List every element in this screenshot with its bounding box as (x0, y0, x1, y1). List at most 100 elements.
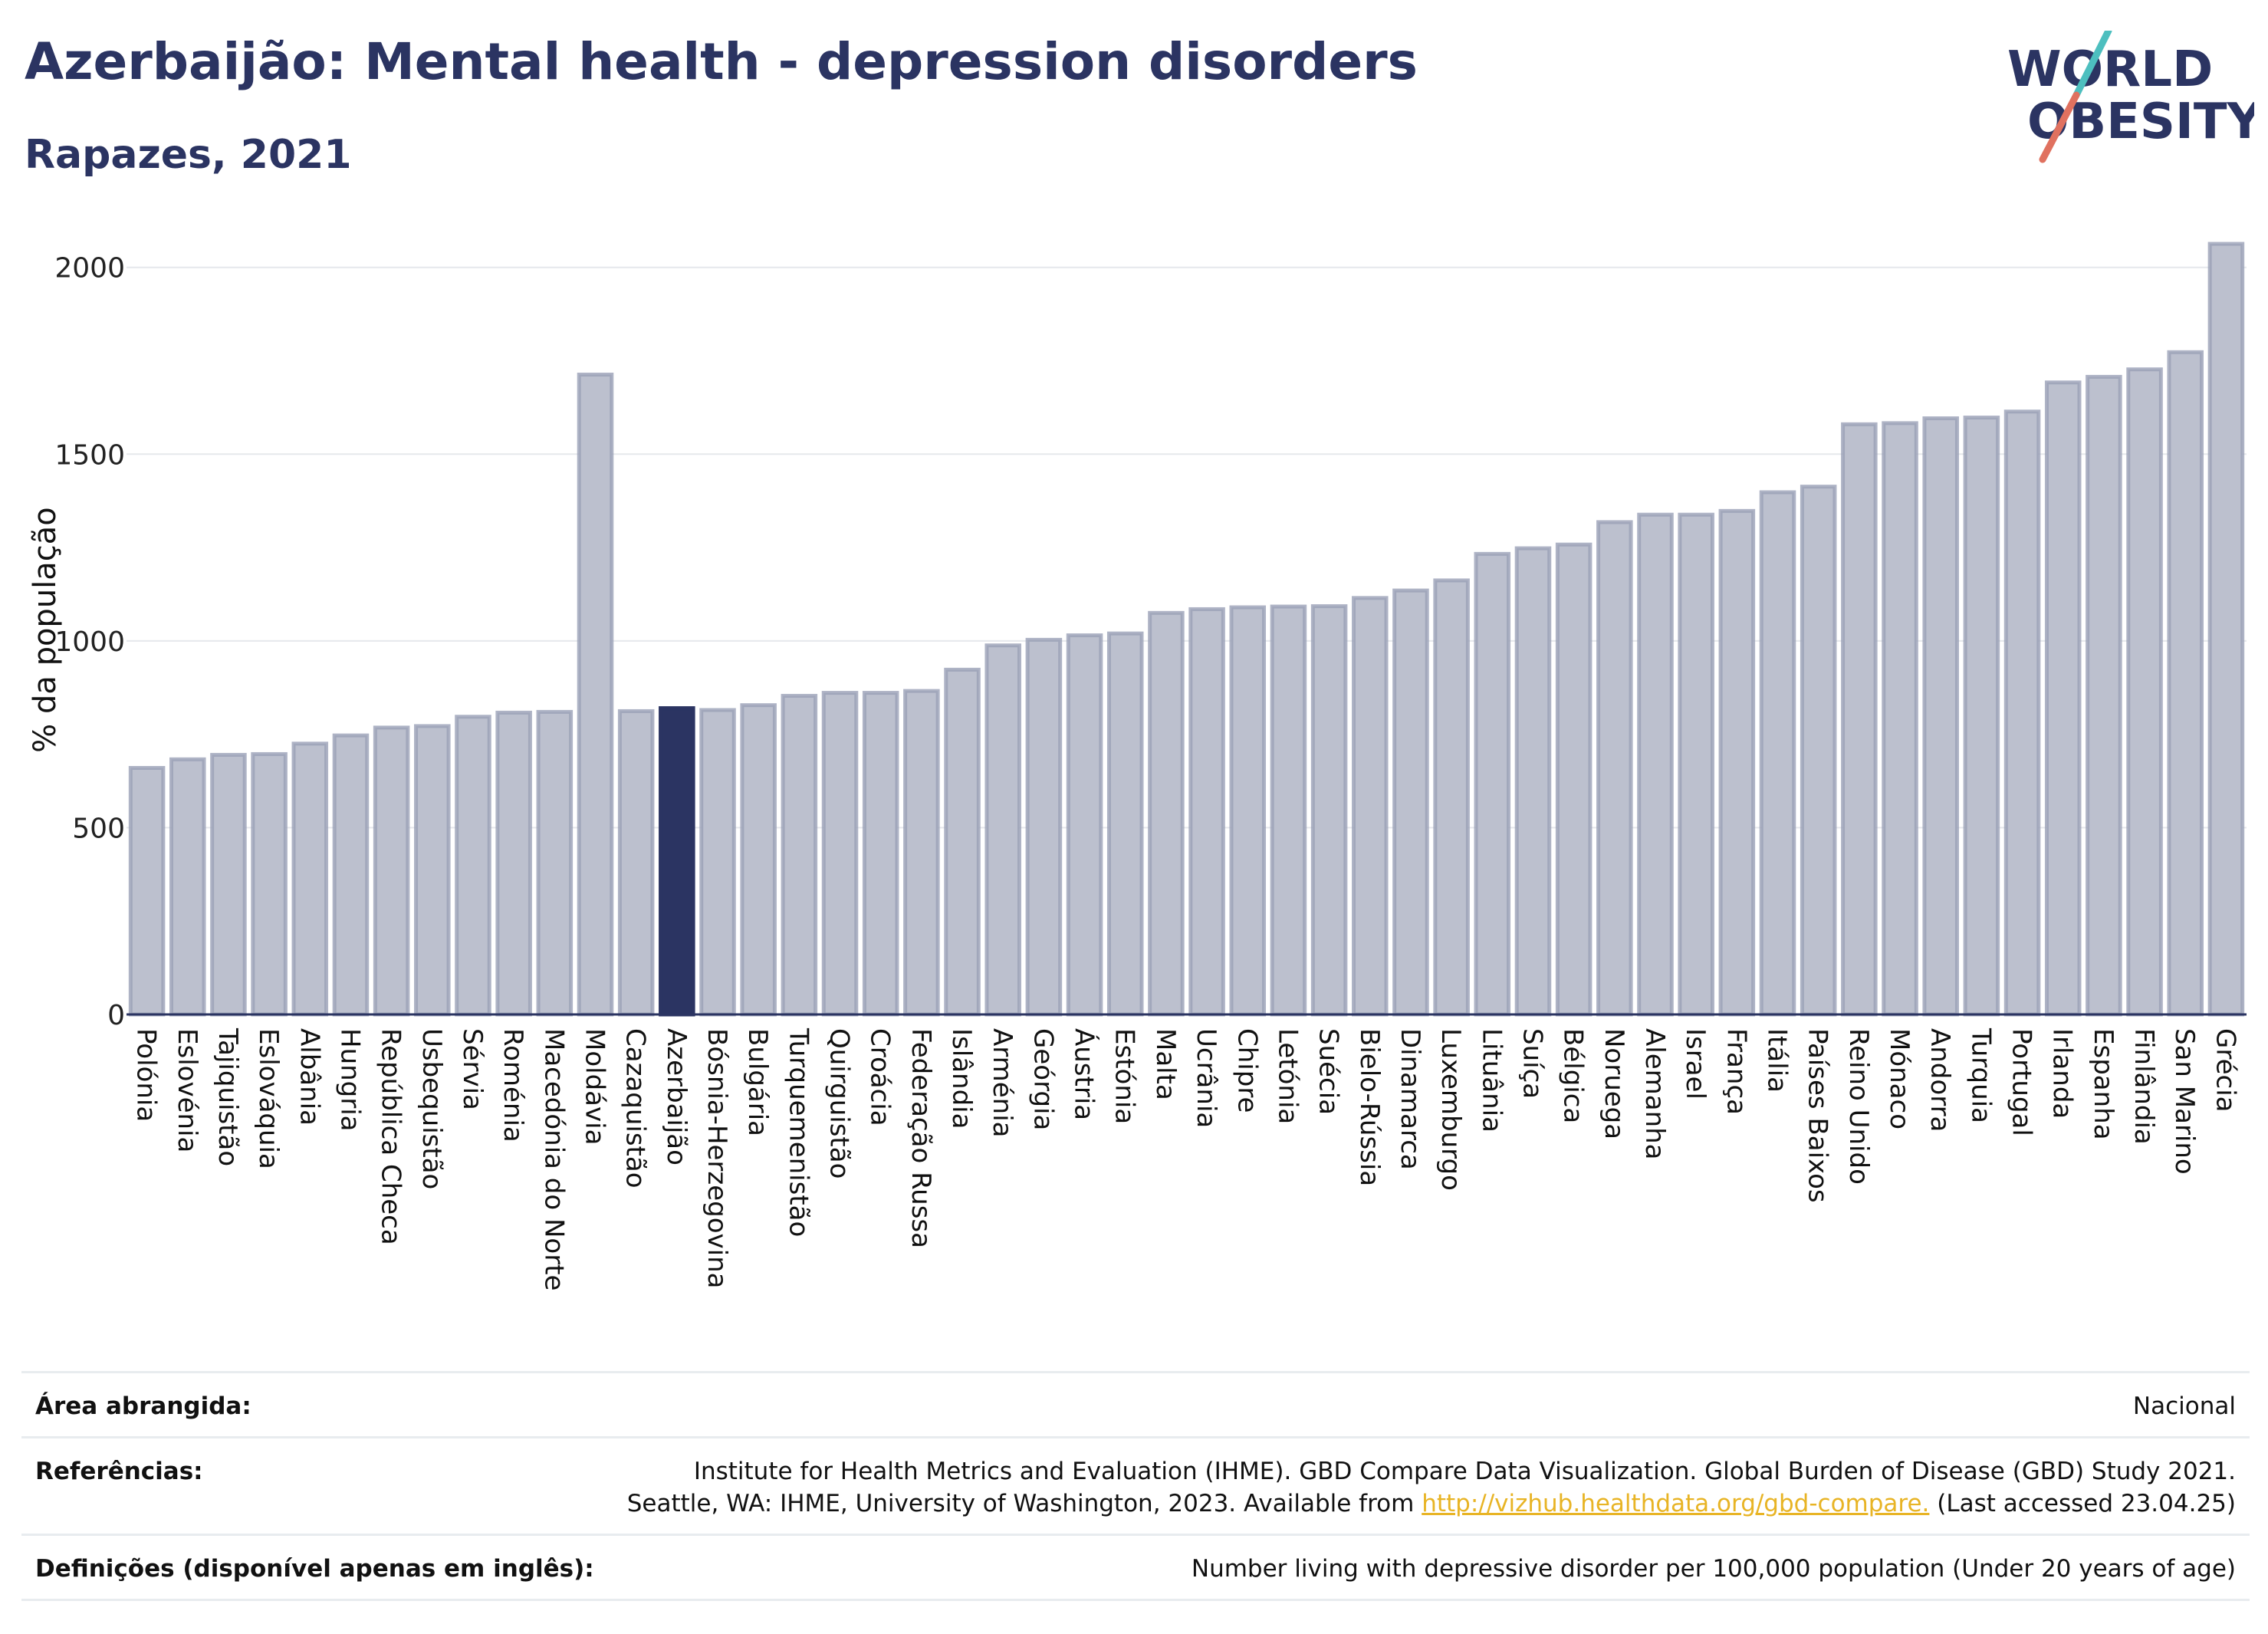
x-tick-label: Portugal (2007, 1028, 2037, 1136)
bar-9 (455, 715, 491, 1017)
x-tick-label: Suíça (1517, 1028, 1547, 1099)
x-tick-label: Luxemburgo (1435, 1028, 1466, 1191)
bar-47 (2003, 409, 2041, 1017)
x-tick-label: Países Baixos (1803, 1028, 1833, 1203)
bar-26 (1148, 610, 1185, 1017)
x-tick-label: Finlândia (2128, 1028, 2159, 1145)
bar-23 (1025, 637, 1063, 1017)
x-tick-label: Noruega (1599, 1028, 1629, 1139)
bar-27 (1188, 607, 1225, 1017)
bar-30 (1310, 604, 1348, 1017)
y-tick-label: 2000 (54, 253, 125, 284)
definitions-value: Number living with depressive disorder p… (1191, 1555, 2236, 1583)
x-tick-label: Bielo-Rússia (1354, 1028, 1385, 1186)
footer-definitions-row: Definições (disponível apenas em inglês)… (21, 1534, 2250, 1601)
bar-6 (332, 733, 370, 1017)
x-tick-label: Geórgia (1027, 1028, 1058, 1130)
bar-41 (1759, 490, 1796, 1017)
y-tick-label: 500 (72, 813, 125, 844)
definitions-label: Definições (disponível apenas em inglês)… (35, 1555, 594, 1583)
y-axis-label: % da população (28, 507, 63, 753)
x-tick-label: Federação Russa (906, 1028, 936, 1248)
x-tick-label: Roménia (498, 1028, 528, 1142)
references-link[interactable]: http://vizhub.healthdata.org/gbd-compare… (1422, 1490, 1930, 1517)
bar-31 (1352, 596, 1389, 1017)
bar-11 (536, 709, 574, 1017)
bar-15 (699, 708, 736, 1017)
bar-5 (291, 741, 329, 1017)
x-tick-label: Ucrânia (1191, 1028, 1221, 1128)
x-tick-label: Irlanda (2047, 1028, 2078, 1119)
x-tick-label: Malta (1150, 1028, 1181, 1100)
x-tick-label: Cazaquistão (620, 1028, 651, 1189)
references-value: Institute for Health Metrics and Evaluat… (627, 1455, 2236, 1520)
bar-7 (373, 725, 410, 1017)
x-tick-label: Moldávia (579, 1028, 610, 1145)
x-tick-label: Albânia (294, 1028, 324, 1126)
x-tick-label: Suécia (1313, 1028, 1344, 1115)
bar-16 (740, 703, 777, 1017)
logo-line-1: WORLD (2007, 41, 2213, 98)
x-tick-label: Eslováquia (253, 1028, 284, 1169)
bar-24 (1066, 633, 1103, 1017)
bar-20 (903, 689, 940, 1017)
bar-3 (210, 752, 247, 1017)
footer-references-row: Referências: Institute for Health Metric… (21, 1436, 2250, 1534)
references-accessed: (Last accessed 23.04.25) (1929, 1490, 2236, 1517)
bar-25 (1106, 631, 1144, 1017)
bar-17 (781, 693, 818, 1017)
references-line-1: Institute for Health Metrics and Evaluat… (693, 1458, 2236, 1485)
x-tick-label: Grécia (2210, 1028, 2240, 1112)
x-tick-label: Letónia (1272, 1028, 1303, 1124)
chart-footer: Área abrangida: Nacional Referências: In… (21, 1371, 2250, 1601)
bar-40 (1718, 508, 1756, 1017)
footer-area-row: Área abrangida: Nacional (21, 1371, 2250, 1436)
bar-18 (821, 691, 859, 1017)
references-line-2: Seattle, WA: IHME, University of Washing… (626, 1490, 1422, 1517)
chart-subtitle: Rapazes, 2021 (25, 132, 352, 178)
x-tick-label: Bulgária (742, 1028, 773, 1136)
bar-4 (251, 751, 288, 1017)
x-tick-label: Mónaco (1884, 1028, 1915, 1129)
area-value: Nacional (2132, 1392, 2236, 1420)
bar-22 (984, 643, 1021, 1017)
x-tick-label: Turquia (1965, 1027, 1996, 1123)
x-tick-label: França (1721, 1028, 1751, 1115)
bar-52 (2207, 242, 2245, 1017)
x-tick-label: Estónia (1109, 1028, 1140, 1124)
bar-38 (1637, 512, 1674, 1017)
bar-49 (2086, 374, 2122, 1017)
x-tick-label: Macedónia do Norte (538, 1028, 569, 1290)
chart-title: Azerbaijão: Mental health - depression d… (25, 32, 1418, 91)
x-tick-label: Espanha (2088, 1028, 2118, 1140)
x-tick-label: Reino Unido (1843, 1028, 1874, 1185)
y-tick-label: 1000 (54, 626, 125, 658)
x-tick-label: Alemanha (1639, 1028, 1670, 1160)
bar-36 (1555, 542, 1593, 1017)
x-tick-label: Itália (1762, 1028, 1793, 1093)
x-tick-label: Andorra (1925, 1028, 1955, 1132)
x-tick-label: República Checa (376, 1028, 406, 1245)
x-tick-label: Azerbaijão (661, 1028, 692, 1165)
bar-44 (1882, 421, 1918, 1017)
bar-21 (944, 667, 981, 1017)
bar-51 (2167, 350, 2204, 1017)
references-label: Referências: (35, 1458, 203, 1485)
x-tick-label: San Marino (2169, 1028, 2200, 1175)
x-tick-label: Arménia (987, 1028, 1017, 1138)
bar-45 (1922, 416, 1959, 1017)
bar-2 (169, 757, 206, 1017)
bar-29 (1270, 604, 1307, 1017)
bar-50 (2126, 367, 2163, 1017)
y-tick-label: 1500 (54, 439, 125, 471)
bar-42 (1800, 485, 1837, 1017)
x-tick-label: Bélgica (1558, 1028, 1589, 1123)
area-label: Área abrangida: (35, 1392, 251, 1420)
x-tick-label: Usbequistão (416, 1028, 447, 1189)
y-tick-label: 0 (107, 1000, 125, 1031)
bar-13 (617, 709, 655, 1017)
x-tick-label: Croácia (865, 1028, 896, 1126)
x-tick-label: Tajiquistão (212, 1027, 243, 1166)
bar-39 (1678, 512, 1714, 1017)
x-tick-label: Sérvia (457, 1028, 488, 1110)
